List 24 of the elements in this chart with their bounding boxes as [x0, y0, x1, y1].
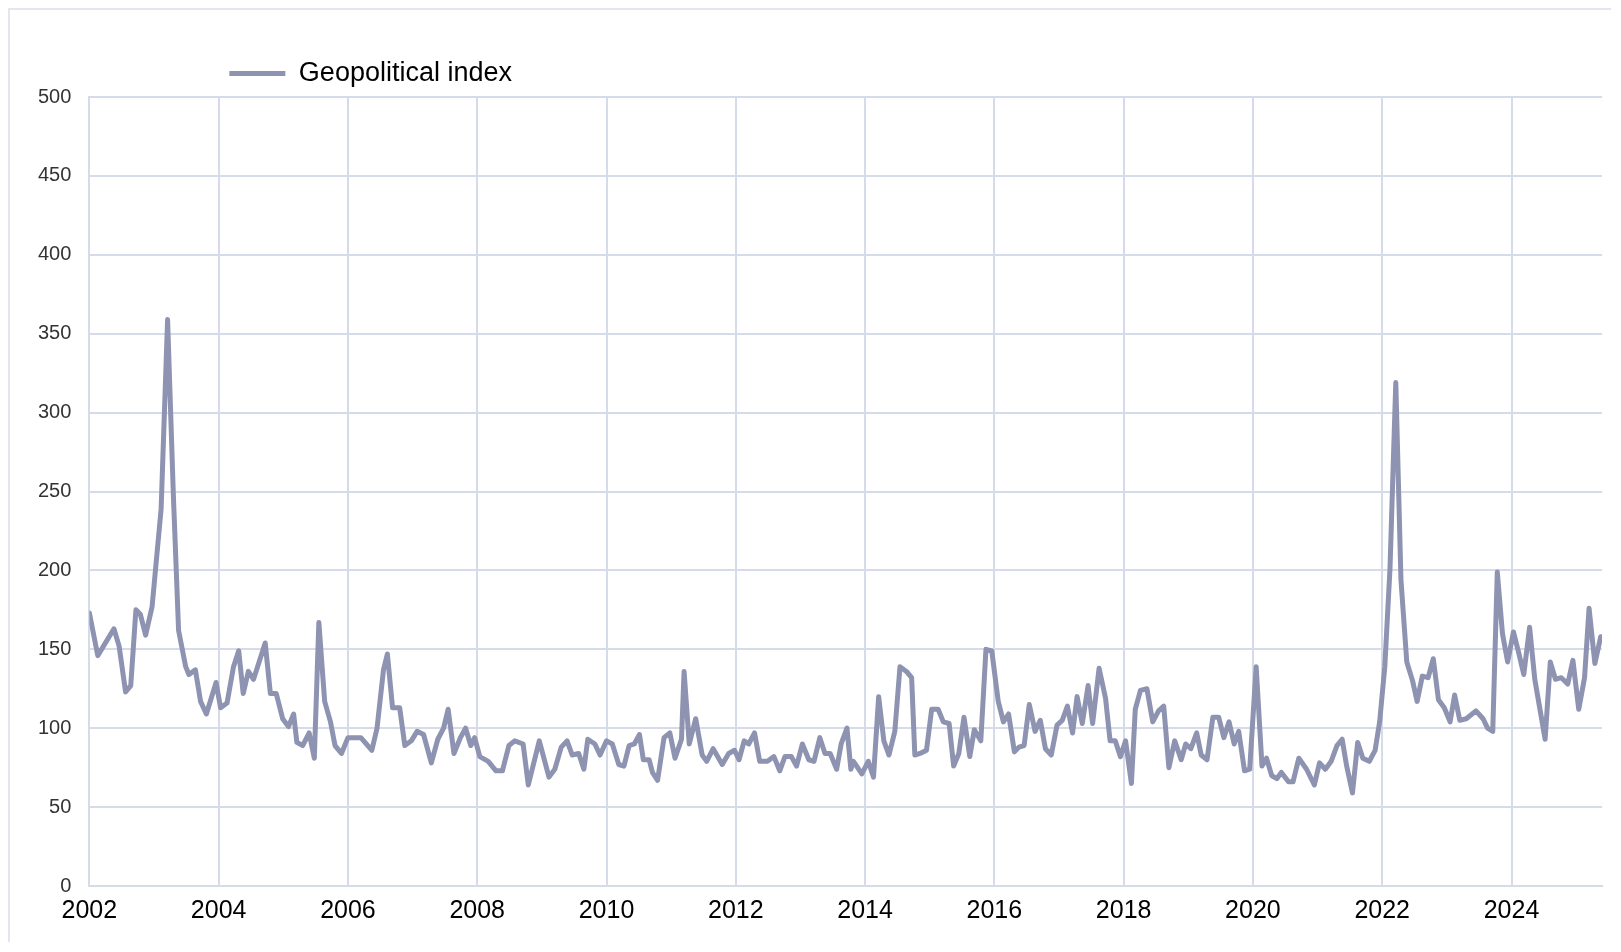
x-tick-label: 2014 [837, 894, 893, 923]
x-tick-label: 2004 [190, 894, 247, 923]
x-tick-label: 2024 [1483, 894, 1540, 923]
x-tick-label: 2020 [1225, 894, 1281, 923]
y-tick-label: 150 [37, 636, 72, 659]
x-tick-label: 2016 [966, 894, 1023, 923]
y-tick-label: 350 [37, 321, 72, 344]
x-tick-label: 2002 [61, 894, 118, 923]
x-tick-label: 2018 [1095, 894, 1152, 923]
y-tick-label: 500 [37, 84, 72, 107]
y-tick-label: 50 [49, 794, 72, 817]
x-tick-label: 2012 [707, 894, 764, 923]
y-tick-label: 450 [37, 163, 72, 186]
y-tick-label: 400 [37, 242, 72, 265]
x-tick-label: 2022 [1354, 894, 1411, 923]
x-tick-label: 2008 [449, 894, 506, 923]
y-tick-label: 200 [37, 557, 72, 580]
y-tick-label: 0 [60, 873, 72, 896]
y-tick-label: 300 [37, 400, 72, 423]
legend-label: Geopolitical index [298, 56, 513, 87]
x-tick-label: 2006 [320, 894, 376, 923]
y-tick-label: 250 [37, 479, 72, 502]
x-tick-label: 2010 [578, 894, 635, 923]
y-tick-label: 100 [37, 715, 72, 738]
